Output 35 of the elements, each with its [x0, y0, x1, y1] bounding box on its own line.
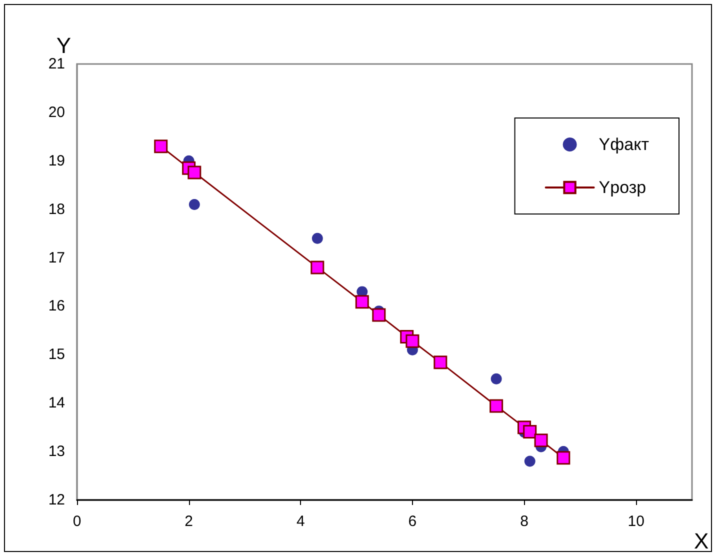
point	[490, 373, 502, 384]
point	[406, 334, 420, 348]
y-tick-label: 17	[48, 249, 65, 266]
x-tick-label: 6	[408, 513, 417, 530]
y-axis-title: Y	[56, 33, 72, 58]
x-tick-label: 8	[520, 513, 528, 530]
y-tick-label: 14	[48, 394, 65, 412]
x-tick-label: 0	[72, 513, 82, 530]
point	[310, 260, 324, 274]
y-tick-label: 13	[48, 443, 65, 460]
point	[523, 424, 537, 438]
y-tick-label: 18	[48, 200, 65, 218]
point	[188, 198, 200, 210]
y-tick-label: 12	[48, 492, 65, 508]
point	[355, 295, 369, 309]
point	[434, 356, 448, 370]
point	[312, 232, 323, 244]
point	[188, 166, 202, 180]
point	[556, 451, 570, 465]
x-axis-title: X	[694, 528, 709, 554]
y-tick-label: 19	[48, 152, 65, 170]
y-tick-label: 15	[48, 346, 65, 364]
y-tick-label: 21	[48, 56, 65, 72]
legend-label: Yрозр	[598, 178, 646, 197]
point	[372, 308, 386, 322]
point	[524, 456, 536, 467]
y-tick-label: 20	[48, 104, 65, 121]
point	[154, 140, 168, 154]
x-tick-label: 4	[296, 513, 305, 530]
point	[490, 399, 504, 413]
x-tick-label: 2	[184, 513, 193, 530]
legend-label: Yфакт	[598, 135, 650, 154]
y-tick-label: 16	[48, 298, 65, 315]
point	[534, 434, 548, 448]
x-tick-label: 10	[628, 513, 644, 530]
